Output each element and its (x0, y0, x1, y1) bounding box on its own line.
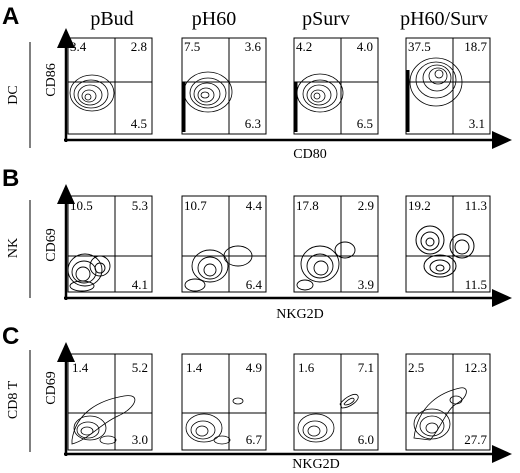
plot-a-ph60-ul: 7.5 (184, 39, 200, 54)
y-axis-label-a: CD86 (44, 63, 59, 96)
row-a: A DC CD86 CD80 3.4 2.8 4.5 (2, 3, 512, 162)
plot-a-pbud-lr: 4.5 (131, 116, 147, 131)
y-axis-label-c: CD69 (44, 371, 59, 404)
plot-c-pbud-ur: 5.2 (132, 360, 148, 375)
plot-c-ph60: 1.4 4.9 6.7 (181, 353, 267, 451)
plot-a-pbud-ul: 3.4 (70, 39, 87, 54)
plot-c-psurv-ur: 7.1 (358, 360, 374, 375)
plot-b-psurv: 17.8 2.9 3.9 (293, 195, 379, 293)
column-header-ph60: pH60 (192, 8, 236, 30)
x-axis-label-c: NKG2D (292, 457, 339, 472)
plot-c-ph60-surv-ur: 12.3 (464, 360, 487, 375)
plot-a-pbud: 3.4 2.8 4.5 (67, 37, 153, 135)
plot-b-ph60-surv-ul: 19.2 (408, 198, 431, 213)
panel-letter-b: B (2, 165, 19, 192)
plot-a-ph60-surv-ul: 37.5 (408, 39, 431, 54)
plot-b-pbud: 10.5 5.3 4.1 (67, 195, 153, 293)
plot-a-psurv-ur: 4.0 (357, 39, 373, 54)
row-label-b: NK (6, 238, 21, 258)
plot-b-ph60-surv-lr: 11.5 (465, 277, 487, 292)
plot-b-pbud-ur: 5.3 (132, 198, 148, 213)
plot-c-ph60-ul: 1.4 (186, 360, 203, 375)
y-axis-label-b: CD69 (44, 228, 59, 261)
plot-a-psurv-ul: 4.2 (296, 39, 312, 54)
plot-a-pbud-ur: 2.8 (131, 39, 147, 54)
x-axis-arrowhead-a (492, 131, 512, 149)
plot-b-psurv-ur: 2.9 (358, 198, 374, 213)
plot-b-psurv-ul: 17.8 (296, 198, 319, 213)
panel-letter-a: A (2, 3, 19, 30)
plot-b-psurv-lr: 3.9 (358, 277, 374, 292)
column-header-psurv: pSurv (302, 8, 350, 30)
y-axis-arrowhead-b (57, 184, 75, 204)
plot-c-pbud-ul: 1.4 (72, 360, 89, 375)
plot-b-ph60-ur: 4.4 (246, 198, 263, 213)
plot-c-ph60-lr: 6.7 (246, 432, 263, 447)
column-header-ph60-surv: pH60/Surv (400, 8, 488, 30)
plot-c-ph60-surv: 2.5 12.3 27.7 (405, 353, 491, 451)
panel-letter-c: C (2, 323, 19, 350)
plot-a-ph60: 7.5 3.6 6.3 (181, 37, 267, 135)
plot-c-ph60-ur: 4.9 (246, 360, 262, 375)
plot-a-ph60-surv: 37.5 18.7 3.1 (405, 37, 491, 135)
row-label-a: DC (6, 85, 21, 104)
plot-b-pbud-ul: 10.5 (70, 198, 93, 213)
plot-c-psurv-ul: 1.6 (298, 360, 315, 375)
x-axis-arrowhead-c (492, 445, 512, 463)
x-axis-label-a: CD80 (293, 147, 326, 162)
plot-c-psurv: 1.6 7.1 6.0 (293, 353, 379, 451)
plot-a-ph60-surv-lr: 3.1 (469, 116, 485, 131)
plot-a-ph60-lr: 6.3 (245, 116, 261, 131)
x-axis-arrowhead-b (492, 289, 512, 307)
plot-b-ph60-surv-ur: 11.3 (465, 198, 487, 213)
row-label-c: CD8 T (6, 380, 21, 419)
plot-c-pbud-lr: 3.0 (132, 432, 148, 447)
plot-c-pbud: 1.4 5.2 3.0 (67, 353, 153, 451)
plot-b-ph60-ul: 10.7 (184, 198, 207, 213)
y-axis-arrowhead-c (57, 342, 75, 362)
plot-a-ph60-surv-ur: 18.7 (464, 39, 487, 54)
plot-b-ph60-surv: 19.2 11.3 11.5 (405, 195, 491, 293)
plot-c-ph60-surv-lr: 27.7 (464, 432, 487, 447)
plot-c-psurv-lr: 6.0 (358, 432, 374, 447)
plot-c-ph60-surv-ul: 2.5 (408, 360, 424, 375)
plot-a-psurv-lr: 6.5 (357, 116, 373, 131)
plot-a-psurv: 4.2 4.0 6.5 (293, 37, 379, 135)
y-axis-arrowhead-a (57, 28, 75, 48)
plot-b-ph60: 10.7 4.4 6.4 (181, 195, 267, 293)
plot-b-ph60-lr: 6.4 (246, 277, 263, 292)
row-b: B NK CD69 NKG2D 10.5 5.3 4.1 (2, 165, 512, 322)
plot-b-pbud-lr: 4.1 (132, 277, 148, 292)
column-header-pbud: pBud (90, 8, 133, 30)
plot-a-ph60-ur: 3.6 (245, 39, 262, 54)
x-axis-label-b: NKG2D (276, 307, 323, 322)
row-c: C CD8 T CD69 NKG2D 1.4 5.2 3.0 (2, 323, 512, 472)
